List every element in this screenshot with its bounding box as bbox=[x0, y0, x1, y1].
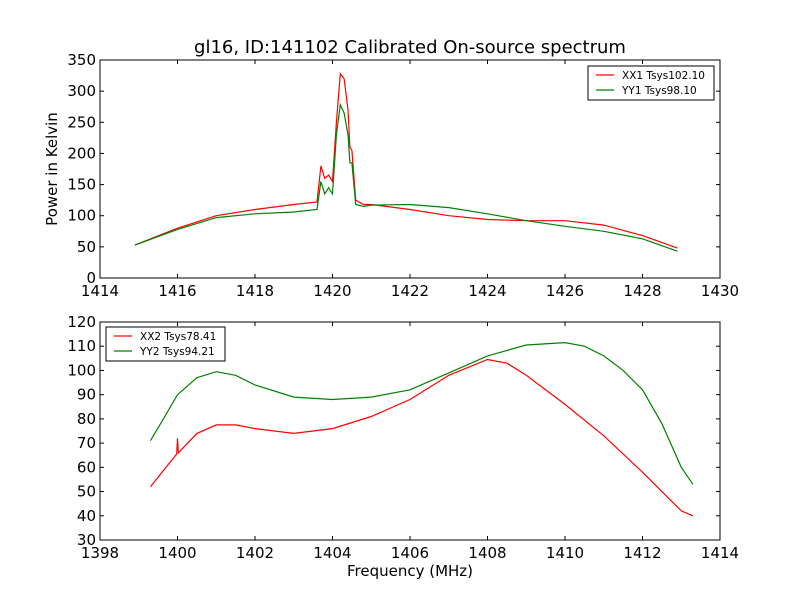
x-tick-label: 1416 bbox=[158, 282, 196, 300]
x-tick-label: 1424 bbox=[468, 282, 506, 300]
x-axis-label: Frequency (MHz) bbox=[347, 562, 473, 580]
y-tick-label: 100 bbox=[67, 361, 96, 379]
x-tick-label: 1404 bbox=[313, 544, 351, 562]
legend-label: YY2 Tsys94.21 bbox=[139, 346, 215, 358]
legend: XX2 Tsys78.41 YY2 Tsys94.21 bbox=[105, 326, 226, 362]
legend: XX1 Tsys102.10 YY1 Tsys98.10 bbox=[587, 65, 715, 101]
y-tick-label: 200 bbox=[67, 144, 96, 162]
legend-label: YY1 Tsys98.10 bbox=[621, 85, 697, 97]
y-tick-label: 60 bbox=[77, 458, 96, 476]
legend-box bbox=[587, 65, 715, 101]
series-line-yy2 bbox=[149, 341, 694, 485]
x-tick-label: 1422 bbox=[391, 282, 429, 300]
y-tick-label: 50 bbox=[77, 238, 96, 256]
legend-label: XX1 Tsys102.10 bbox=[622, 70, 705, 82]
x-tick-label: 1408 bbox=[468, 544, 506, 562]
y-tick-label: 40 bbox=[77, 507, 96, 525]
y-tick-label: 90 bbox=[77, 386, 96, 404]
x-tick-label: 1414 bbox=[81, 282, 119, 300]
legend-label: XX2 Tsys78.41 bbox=[140, 331, 216, 343]
x-tick-label: 1420 bbox=[313, 282, 351, 300]
x-tick-label: 1426 bbox=[546, 282, 584, 300]
y-tick-label: 350 bbox=[67, 51, 96, 69]
x-tick-label: 1412 bbox=[623, 544, 661, 562]
series-line-yy1 bbox=[134, 102, 678, 252]
x-tick-label: 1410 bbox=[546, 544, 584, 562]
x-tick-label: 1418 bbox=[236, 282, 274, 300]
axes-1: 1414 1416 1418 1420 1422 1424 1426 1428 1430 0 50 1… bbox=[67, 51, 739, 300]
series-line-xx1 bbox=[134, 72, 678, 249]
y-tick-label: 300 bbox=[67, 82, 96, 100]
y-tick-label: 30 bbox=[77, 531, 96, 549]
x-tick-label: 1414 bbox=[701, 544, 739, 562]
y-tick-label: 50 bbox=[77, 483, 96, 501]
x-tick-label: 1398 bbox=[81, 544, 119, 562]
y-tick-label: 80 bbox=[77, 410, 96, 428]
y-axis-label-top: Power in Kelvin bbox=[43, 112, 61, 226]
axes-2: 1398 1400 1402 1404 1406 1408 1410 1412 1414 30 40… bbox=[67, 313, 739, 562]
chart-title: gl16, ID:141102 Calibrated On-source spe… bbox=[194, 37, 626, 58]
x-tick-label: 1406 bbox=[391, 544, 429, 562]
series-line-xx2 bbox=[149, 358, 694, 517]
y-tick-label: 250 bbox=[67, 113, 96, 131]
legend-box bbox=[105, 326, 226, 362]
y-tick-label: 100 bbox=[67, 207, 96, 225]
x-tick-label: 1430 bbox=[701, 282, 739, 300]
x-tick-label: 1428 bbox=[623, 282, 661, 300]
y-tick-label: 70 bbox=[77, 434, 96, 452]
y-tick-label: 110 bbox=[67, 337, 96, 355]
y-tick-label: 120 bbox=[67, 313, 96, 331]
y-tick-label: 0 bbox=[86, 269, 96, 287]
x-tick-label: 1402 bbox=[236, 544, 274, 562]
y-tick-label: 150 bbox=[67, 176, 96, 194]
x-tick-label: 1400 bbox=[158, 544, 196, 562]
